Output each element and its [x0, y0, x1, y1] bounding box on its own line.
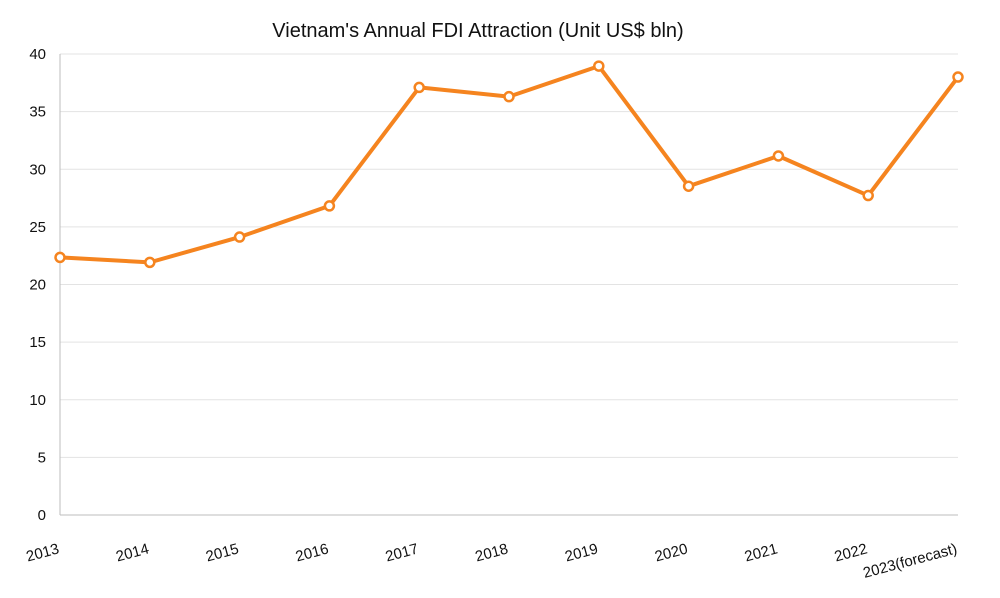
y-tick-label-10: 10 [29, 392, 46, 409]
data-point-2021[interactable] [772, 150, 785, 162]
y-tick-label-0: 0 [38, 507, 46, 524]
y-axis-tick-labels: 0 5 10 15 20 25 30 35 40 [29, 46, 46, 524]
y-tick-label-15: 15 [29, 334, 46, 351]
y-tick-label-35: 35 [29, 104, 46, 121]
data-point-2017[interactable] [413, 81, 425, 94]
x-tick-label-2022: 2022 [833, 540, 870, 565]
data-point-2018[interactable] [503, 90, 515, 103]
y-tick-label-5: 5 [38, 449, 46, 466]
y-tick-label-40: 40 [29, 46, 46, 63]
chart-title: Vietnam's Annual FDI Attraction (Unit US… [272, 20, 683, 42]
x-tick-label-2017: 2017 [384, 540, 421, 565]
data-point-2016[interactable] [323, 200, 336, 212]
x-tick-label-2013: 2013 [24, 540, 61, 565]
x-tick-label-2019: 2019 [563, 540, 600, 565]
x-tick-label-2018: 2018 [473, 540, 510, 565]
x-tick-label-2023(forecast): 2023(forecast) [861, 540, 959, 581]
x-tick-label-2021: 2021 [743, 540, 780, 565]
data-point-2019[interactable] [593, 60, 605, 72]
data-point-2014[interactable] [144, 256, 156, 269]
y-tick-label-30: 30 [29, 161, 46, 178]
data-point-2020[interactable] [682, 180, 695, 192]
data-point-2013[interactable] [54, 251, 66, 264]
data-point-2022[interactable] [862, 189, 874, 202]
x-tick-label-2020: 2020 [653, 540, 690, 565]
x-axis-tick-labels: 2013 2014 2015 2016 2017 2018 2019 2020 2021 2022… [24, 540, 959, 581]
axes [59, 54, 958, 516]
x-tick-label-2015: 2015 [204, 540, 241, 565]
y-tick-label-25: 25 [29, 219, 46, 236]
x-tick-label-2014: 2014 [114, 540, 151, 565]
x-tick-label-2016: 2016 [294, 540, 331, 565]
data-point-2023(forecast)[interactable] [952, 71, 964, 83]
y-tick-label-20: 20 [29, 277, 46, 294]
data-point-2015[interactable] [233, 231, 246, 243]
gridlines [60, 53, 958, 458]
data-points [54, 60, 964, 269]
